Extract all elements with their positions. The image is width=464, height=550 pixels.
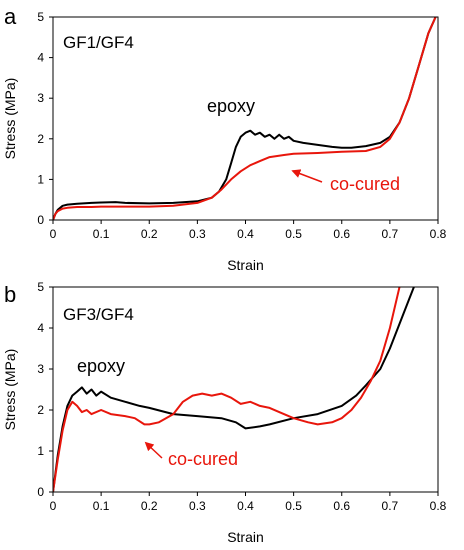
y-tick-label: 3 bbox=[37, 91, 44, 105]
panel-a: 0 0.1 0.2 0.3 0.4 0.5 0.6 0.7 0.8 0 1 2 3 4 5 Strain Str… bbox=[2, 4, 447, 273]
x-tick-label: 0.4 bbox=[237, 499, 254, 513]
x-tick-label: 0.2 bbox=[141, 227, 158, 241]
annotation-epoxy: epoxy bbox=[77, 356, 125, 376]
x-tick-label: 0.2 bbox=[141, 499, 158, 513]
x-tick-label: 0 bbox=[50, 499, 57, 513]
x-tick-label: 0 bbox=[50, 227, 57, 241]
x-tick-label: 0.1 bbox=[93, 499, 110, 513]
y-tick-label: 0 bbox=[37, 485, 44, 499]
annotation-arrow bbox=[144, 441, 163, 459]
x-tick-label: 0.5 bbox=[285, 227, 302, 241]
y-tick-label: 4 bbox=[37, 51, 44, 65]
x-tick-label: 0.3 bbox=[189, 227, 206, 241]
panel-letter: b bbox=[4, 282, 16, 307]
x-tick-label: 0.1 bbox=[93, 227, 110, 241]
x-tick-label: 0.4 bbox=[237, 227, 254, 241]
x-tick-label: 0.7 bbox=[382, 227, 399, 241]
y-tick-label: 2 bbox=[37, 132, 44, 146]
panel-b: 0 0.1 0.2 0.3 0.4 0.5 0.6 0.7 0.8 0 1 2 3 4 5 Strain Str… bbox=[2, 280, 447, 545]
x-tick-label: 0.8 bbox=[430, 499, 447, 513]
panel-box-label: GF1/GF4 bbox=[63, 33, 134, 52]
x-tick-label: 0.5 bbox=[285, 499, 302, 513]
annotation-co-cured: co-cured bbox=[330, 174, 400, 194]
y-tick-label: 2 bbox=[37, 403, 44, 417]
y-tick-label: 1 bbox=[37, 444, 44, 458]
x-axis-title: Strain bbox=[227, 529, 264, 545]
annotation-co-cured: co-cured bbox=[168, 449, 238, 469]
y-tick-label: 0 bbox=[37, 213, 44, 227]
y-tick-label: 3 bbox=[37, 362, 44, 376]
y-tick-label: 1 bbox=[37, 172, 44, 186]
annotation-epoxy: epoxy bbox=[207, 96, 255, 116]
series-line-co-cured bbox=[53, 287, 401, 492]
annotation-arrow bbox=[291, 169, 323, 183]
x-tick-label: 0.6 bbox=[333, 499, 350, 513]
x-axis-title: Strain bbox=[227, 257, 264, 273]
panel-letter: a bbox=[4, 4, 17, 29]
y-tick-label: 5 bbox=[37, 10, 44, 24]
y-axis-title: Stress (MPa) bbox=[2, 349, 18, 431]
series-line-epoxy bbox=[53, 287, 415, 492]
x-tick-label: 0.7 bbox=[382, 499, 399, 513]
panel-box-label: GF3/GF4 bbox=[63, 305, 134, 324]
y-tick-label: 4 bbox=[37, 321, 44, 335]
series-line-epoxy bbox=[53, 17, 437, 220]
x-tick-label: 0.6 bbox=[333, 227, 350, 241]
x-tick-label: 0.3 bbox=[189, 499, 206, 513]
y-axis-title: Stress (MPa) bbox=[2, 78, 18, 160]
series-line-co-cured bbox=[53, 17, 437, 220]
y-tick-label: 5 bbox=[37, 280, 44, 294]
x-tick-label: 0.8 bbox=[430, 227, 447, 241]
